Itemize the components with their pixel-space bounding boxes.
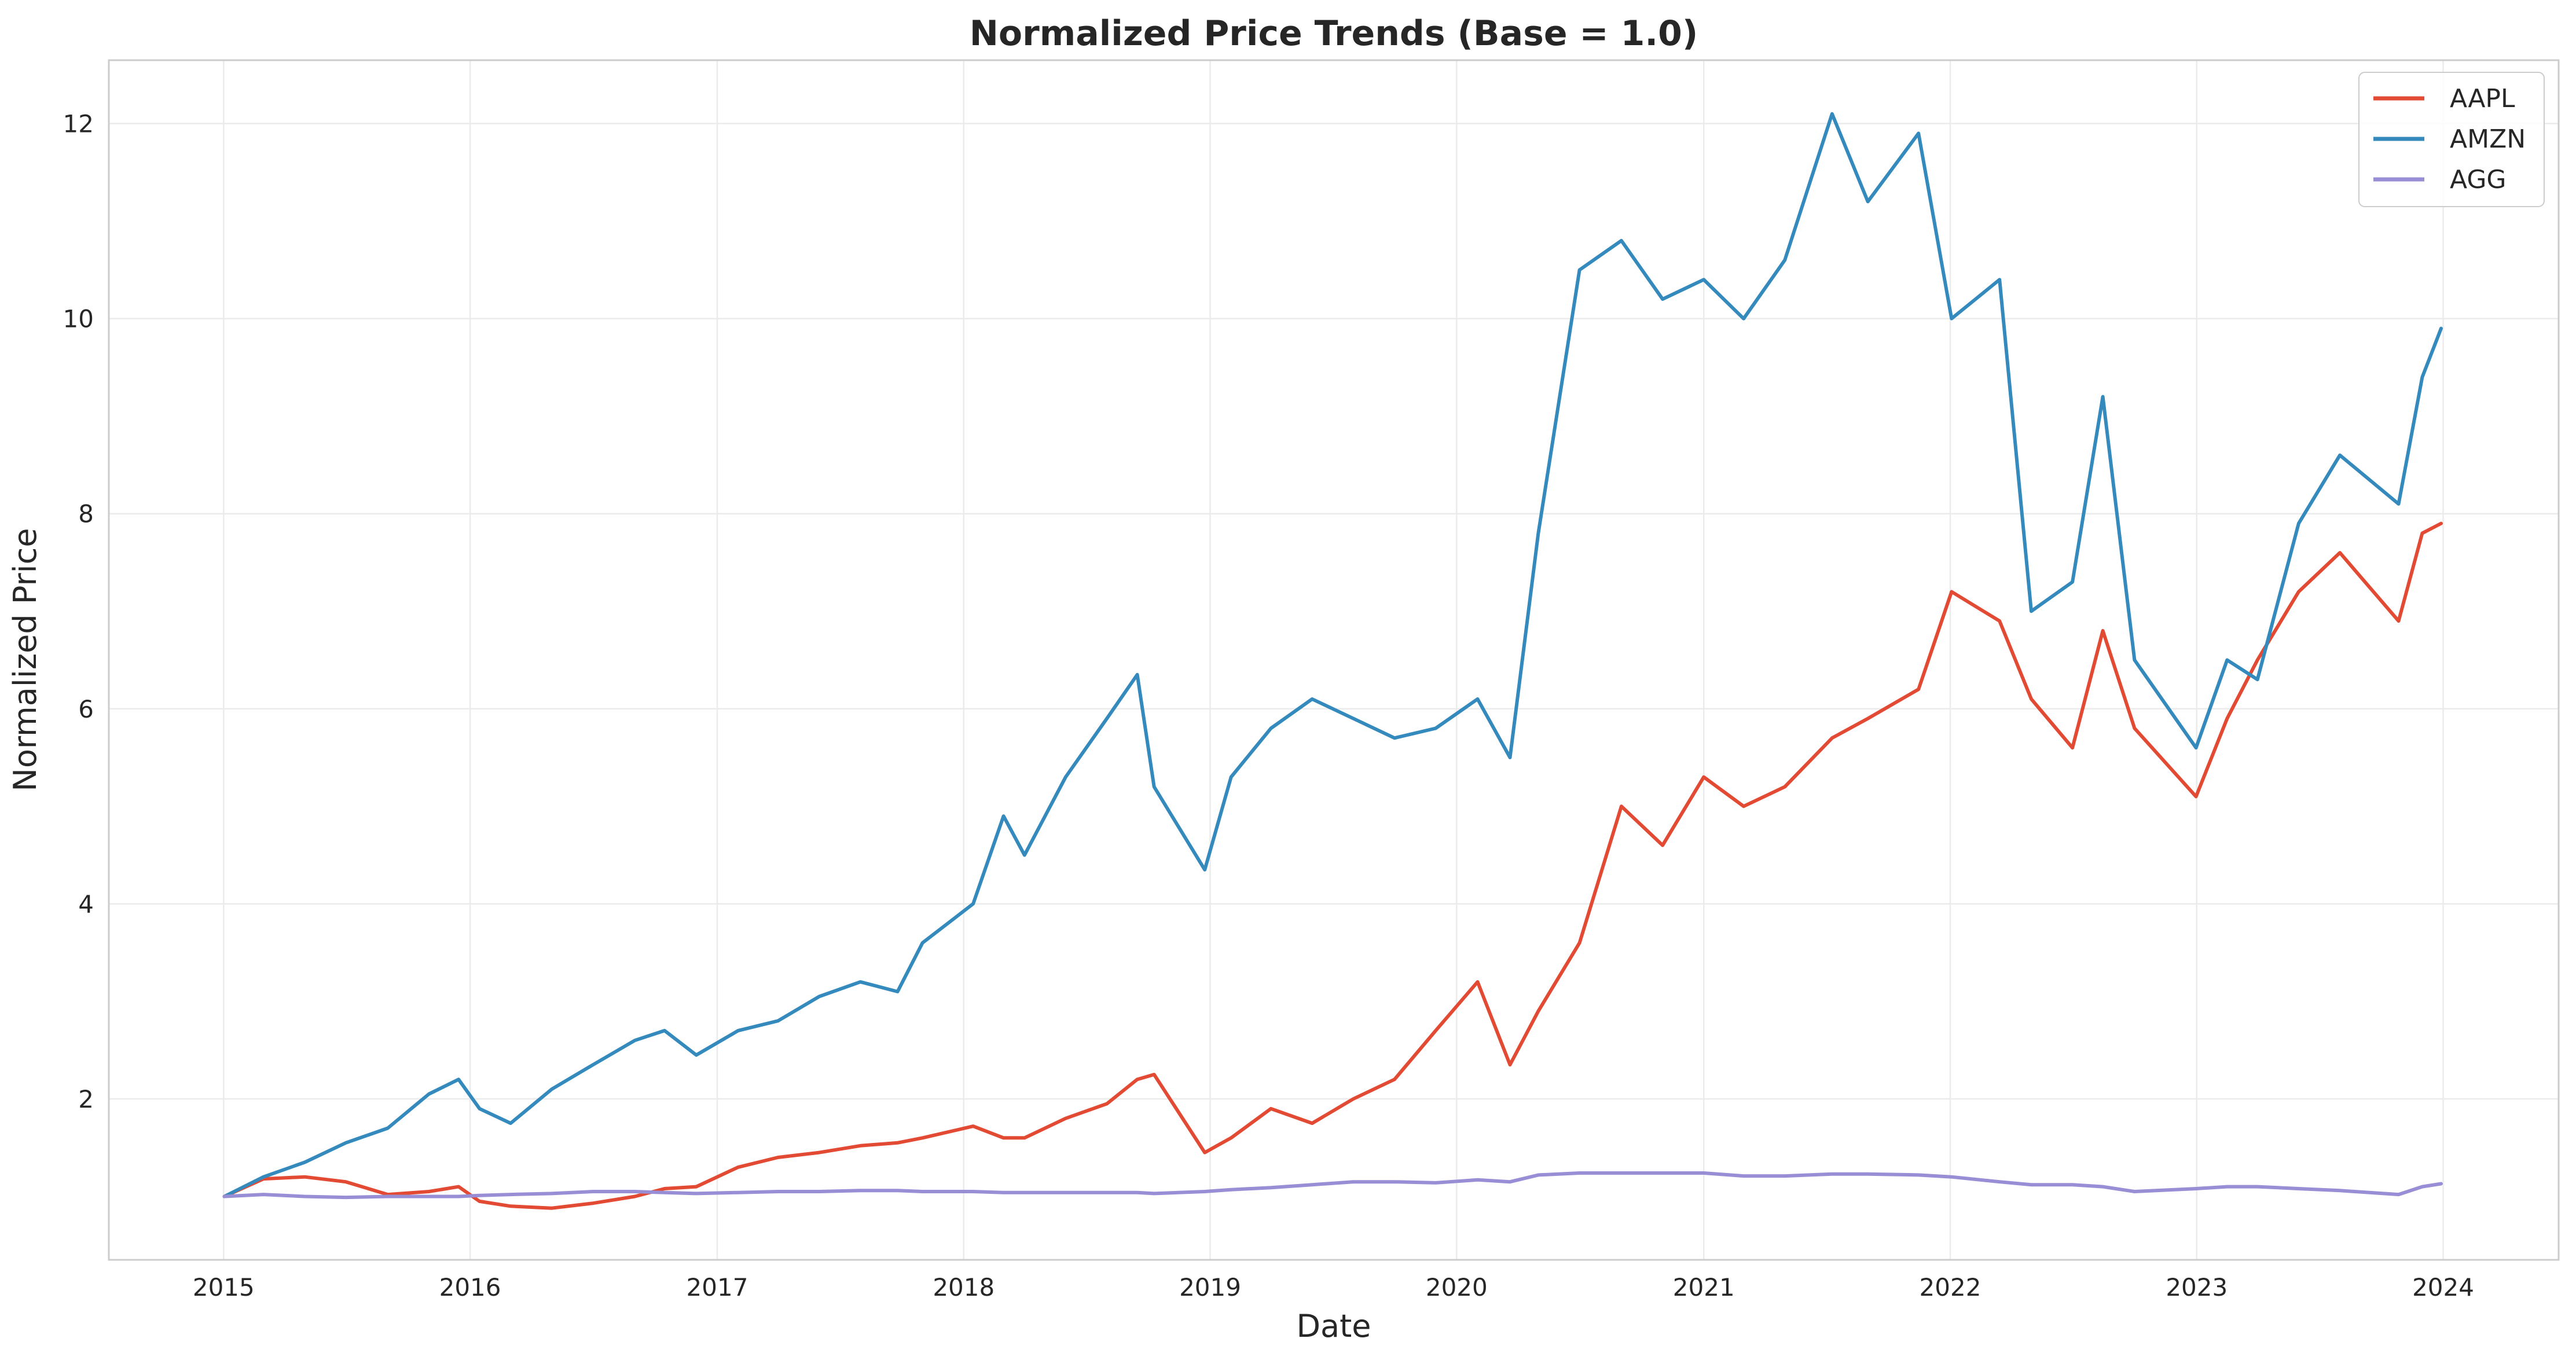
y-tick-label: 2 (78, 1085, 94, 1113)
legend-label-amzn: AMZN (2450, 124, 2526, 154)
legend-label-agg: AGG (2450, 165, 2507, 194)
x-tick-label: 2017 (687, 1273, 748, 1302)
series-line-amzn (222, 112, 2443, 1198)
x-axis-label: Date (1296, 1308, 1371, 1344)
series-line-aapl (222, 521, 2443, 1210)
x-tick-label: 2024 (2412, 1273, 2474, 1302)
y-tick-label: 4 (78, 890, 94, 918)
x-tick-label: 2019 (1179, 1273, 1241, 1302)
chart-title: Normalized Price Trends (Base = 1.0) (970, 13, 1698, 54)
y-tick-label: 6 (78, 695, 94, 723)
x-tick-label: 2015 (193, 1273, 255, 1302)
series-lines (222, 112, 2443, 1210)
x-tick-label: 2021 (1673, 1273, 1735, 1302)
plot-frame (108, 59, 2560, 1261)
legend: AAPL AMZN AGG (2358, 72, 2545, 207)
legend-label-aapl: AAPL (2450, 84, 2515, 113)
y-tick-label: 12 (63, 110, 94, 138)
x-tick-label: 2023 (2166, 1273, 2228, 1302)
series-line-agg (222, 1171, 2443, 1200)
x-tick-label: 2016 (439, 1273, 501, 1302)
y-tick-label: 10 (63, 305, 94, 333)
legend-box (2358, 72, 2545, 207)
tick-labels: 2015 2016 2017 2018 2019 2020 2021 2022 2023 2024… (63, 110, 2474, 1302)
x-tick-label: 2022 (1920, 1273, 1981, 1302)
y-axis-label: Normalized Price (7, 528, 43, 791)
x-tick-label: 2018 (933, 1273, 995, 1302)
x-tick-label: 2020 (1426, 1273, 1488, 1302)
y-tick-label: 8 (78, 500, 94, 528)
